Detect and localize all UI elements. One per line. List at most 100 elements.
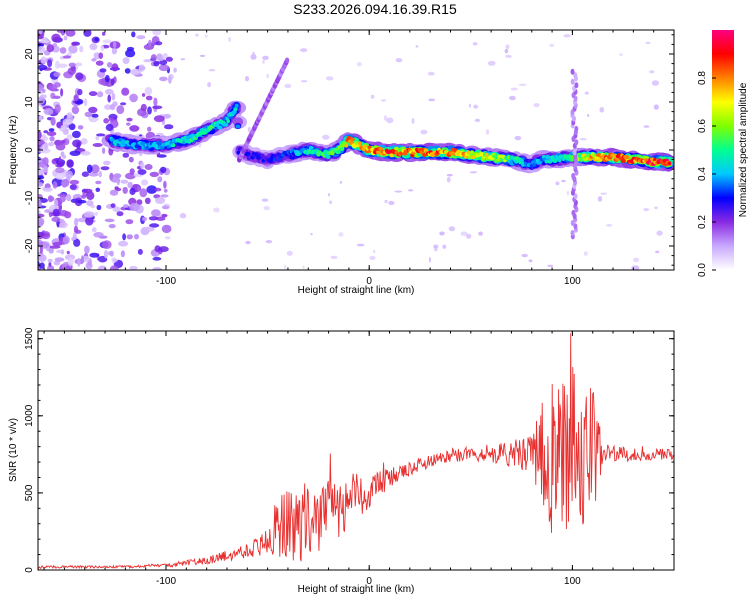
heatmap-noise-cell — [228, 37, 232, 42]
heatmap-noise-cell — [42, 136, 49, 141]
heatmap-ridge-cell — [484, 152, 489, 157]
heatmap-noise-cell — [144, 87, 153, 95]
heatmap-noise-cell — [112, 40, 117, 49]
heatmap-noise-cell — [86, 200, 94, 207]
heatmap-noise-cell — [57, 161, 65, 167]
y-tick-label: 500 — [24, 484, 35, 501]
heatmap-noise-cell — [153, 97, 158, 107]
heatmap-noise-cell — [262, 55, 269, 61]
heatmap-noise-cell — [122, 152, 130, 158]
heatmap-noise-cell — [102, 39, 112, 44]
heatmap-noise-cell — [55, 142, 66, 151]
y-tick-label: 20 — [24, 48, 35, 60]
heatmap-noise-cell — [86, 191, 95, 200]
heatmap-noise-cell — [180, 58, 185, 61]
heatmap-noise-cell — [381, 99, 386, 102]
heatmap-noise-cell — [48, 141, 55, 147]
heatmap-ridge-cell — [325, 154, 331, 159]
heatmap-noise-cell — [584, 91, 589, 95]
y-tick-label: 1000 — [24, 404, 35, 427]
heatmap-noise-cell — [63, 55, 71, 59]
heatmap-noise-cell — [213, 207, 220, 213]
heatmap-noise-cell — [247, 126, 251, 133]
heatmap-noise-cell — [407, 189, 414, 192]
heatmap-noise-cell — [127, 181, 133, 189]
heatmap-noise-cell — [88, 172, 99, 177]
heatmap-noise-cell — [514, 135, 522, 141]
heatmap-noise-cell — [40, 56, 47, 64]
heatmap-noise-cell — [338, 232, 344, 237]
heatmap-noise-cell — [55, 167, 65, 174]
heatmap-noise-cell — [72, 139, 82, 148]
heatmap-noise-cell — [651, 80, 660, 86]
heatmap-noise-cell — [102, 160, 111, 166]
heatmap-noise-cell — [140, 162, 145, 170]
heatmap-noise-cell — [66, 112, 73, 118]
heatmap-noise-cell — [38, 217, 45, 226]
heatmap-ridge-cell — [171, 143, 176, 148]
y-tick-label: -10 — [24, 190, 35, 205]
heatmap-ridge-cell — [344, 143, 349, 148]
heatmap-noise-cell — [122, 233, 126, 241]
heatmap-noise-cell — [163, 113, 171, 119]
heatmap-ridge-cell — [592, 153, 596, 158]
heatmap-noise-cell — [158, 64, 170, 72]
heatmap-noise-cell — [300, 80, 308, 83]
heatmap-noise-cell — [179, 213, 187, 219]
heatmap-noise-cell — [656, 230, 663, 236]
heatmap-noise-cell — [80, 151, 91, 156]
heatmap-noise-cell — [199, 54, 206, 58]
heatmap-noise-cell — [66, 134, 73, 140]
heatmap-noise-cell — [46, 44, 55, 53]
heatmap-noise-cell — [146, 185, 157, 194]
heatmap-noise-cell — [141, 179, 149, 186]
heatmap-noise-cell — [148, 39, 152, 47]
heatmap-ridge-cell — [611, 153, 616, 158]
snr-x-axis-label: Height of straight line (km) — [298, 584, 415, 595]
heatmap-noise-cell — [386, 117, 394, 124]
heatmap-noise-cell — [53, 72, 61, 77]
heatmap-noise-cell — [80, 255, 85, 264]
heatmap-noise-cell — [643, 208, 650, 212]
heatmap-noise-cell — [149, 223, 160, 228]
heatmap-noise-cell — [85, 261, 93, 270]
heatmap-ridge-cell — [520, 158, 524, 163]
heatmap-noise-cell — [103, 118, 110, 124]
heatmap-noise-cell — [46, 131, 57, 137]
heatmap-noise-cell — [54, 257, 65, 262]
heatmap-streak-cell — [573, 72, 578, 79]
heatmap-noise-cell — [395, 58, 403, 63]
heatmap-noise-cell — [147, 106, 152, 115]
heatmap-noise-cell — [49, 135, 55, 142]
heatmap-noise-cell — [599, 107, 605, 113]
heatmap-streak-cell — [573, 223, 578, 230]
heatmap-streak-cell — [571, 209, 576, 216]
heatmap-ridge-cell — [235, 124, 241, 129]
heatmap-noise-cell — [61, 139, 66, 144]
heatmap-noise-cell — [94, 37, 99, 42]
heatmap-noise-cell — [39, 262, 45, 269]
heatmap-noise-cell — [102, 147, 106, 154]
heatmap-noise-cell — [59, 210, 69, 217]
heatmap-noise-cell — [65, 170, 73, 179]
heatmap-noise-cell — [245, 240, 251, 245]
heatmap-noise-cell — [370, 94, 375, 99]
heatmap-noise-cell — [116, 178, 121, 186]
heatmap-noise-cell — [42, 187, 53, 192]
heatmap-noise-cell — [157, 176, 163, 183]
heatmap-noise-cell — [144, 197, 151, 204]
heatmap-noise-cell — [161, 213, 168, 218]
heatmap-ridge-cell — [667, 161, 672, 166]
heatmap-noise-cell — [420, 129, 428, 135]
heatmap-noise-cell — [77, 88, 83, 96]
colorbar-gradient — [712, 30, 734, 270]
heatmap-noise-cell — [120, 179, 129, 184]
heatmap-noise-cell — [151, 209, 161, 217]
heatmap-noise-cell — [65, 30, 76, 37]
heatmap-noise-cell — [99, 68, 107, 73]
heatmap-noise-cell — [266, 74, 270, 79]
heatmap-noise-cell — [62, 118, 73, 126]
heatmap-noise-cell — [152, 267, 163, 270]
heatmap-noise-cell — [47, 195, 53, 203]
heatmap-noise-cell — [40, 148, 51, 154]
